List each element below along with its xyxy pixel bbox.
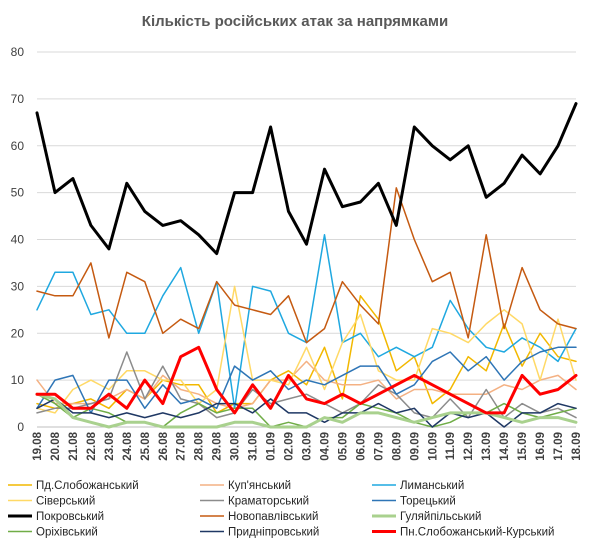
x-tick-label: 30.08 (230, 431, 242, 460)
series-line-7 (36, 187, 577, 344)
x-tick-label: 15.09 (517, 432, 529, 461)
legend: Пд.Слобожанський Куп'янський Лиманський Сів… (8, 480, 554, 539)
legend-label: Торецький (400, 496, 456, 508)
legend-label: Куп'янський (228, 480, 291, 492)
series-line-0 (36, 295, 577, 414)
x-tick-label: 12.09 (463, 432, 475, 461)
x-axis: 19.08 20.08 21.08 22.08 23.08 24.08 25.08 26.08… (32, 431, 583, 460)
series-line-5 (36, 346, 577, 414)
x-tick-label: 10.09 (427, 432, 439, 461)
legend-label: Новопавлівський (228, 511, 318, 523)
series-line-6 (35, 102, 578, 256)
x-tick-label: 23.08 (104, 431, 116, 460)
series-line-11 (35, 345, 578, 415)
legend-label: Лиманський (400, 480, 464, 492)
legend-label: Оріхівський (36, 527, 98, 539)
x-tick-label: 08.09 (391, 432, 403, 461)
y-tick-label: 80 (11, 45, 25, 59)
x-tick-label: 09.09 (409, 432, 421, 461)
x-tick-label: 27.08 (176, 431, 188, 460)
x-tick-label: 11.09 (445, 432, 457, 460)
y-tick-label: 60 (11, 139, 25, 153)
x-tick-label: 25.08 (140, 431, 152, 460)
x-tick-label: 22.08 (86, 431, 98, 460)
x-tick-label: 31.08 (248, 431, 260, 460)
x-tick-label: 16.09 (535, 432, 547, 461)
series-line-4 (36, 351, 577, 419)
x-tick-label: 04.09 (319, 432, 331, 461)
x-tick-label: 03.09 (302, 432, 314, 461)
y-tick-label: 30 (11, 279, 25, 293)
x-tick-label: 02.09 (284, 432, 296, 461)
y-tick-label: 70 (11, 92, 25, 106)
legend-label: Придніпровський (228, 527, 319, 539)
legend-label: Гуляйпільський (400, 511, 481, 523)
series-lines (35, 102, 578, 429)
legend-label: Краматорський (228, 496, 309, 508)
x-tick-label: 29.08 (212, 431, 224, 460)
x-tick-label: 06.09 (355, 432, 367, 461)
x-tick-label: 18.09 (571, 432, 583, 461)
x-tick-label: 14.09 (499, 432, 511, 461)
x-tick-label: 24.08 (122, 431, 134, 460)
legend-label: Пд.Слобожанський (36, 480, 139, 492)
x-tick-label: 28.08 (194, 431, 206, 460)
x-tick-label: 17.09 (553, 432, 565, 461)
y-tick-label: 10 (11, 373, 25, 387)
series-line-1 (36, 360, 577, 410)
legend-label: Пн.Слобожанський-Курський (400, 527, 554, 539)
y-tick-label: 0 (17, 420, 24, 434)
series-line-3 (36, 285, 577, 414)
x-tick-label: 21.08 (68, 431, 80, 460)
x-tick-label: 20.08 (50, 431, 62, 460)
x-tick-label: 13.09 (481, 432, 493, 461)
x-tick-label: 26.08 (158, 431, 170, 460)
series-line-2 (36, 234, 577, 410)
y-tick-label: 40 (11, 233, 25, 247)
x-tick-label: 01.09 (266, 432, 278, 461)
legend-label: Сіверський (36, 496, 95, 508)
chart-title: Кількість російських атак за напрямками (142, 13, 448, 30)
x-tick-label: 07.09 (373, 432, 385, 461)
y-tick-label: 50 (11, 186, 25, 200)
y-tick-label: 20 (11, 326, 25, 340)
legend-label: Покровський (36, 511, 104, 523)
y-axis: 0 10 20 30 40 50 60 70 80 (11, 45, 25, 434)
x-tick-label: 05.09 (337, 432, 349, 461)
x-tick-label: 19.08 (32, 431, 44, 460)
